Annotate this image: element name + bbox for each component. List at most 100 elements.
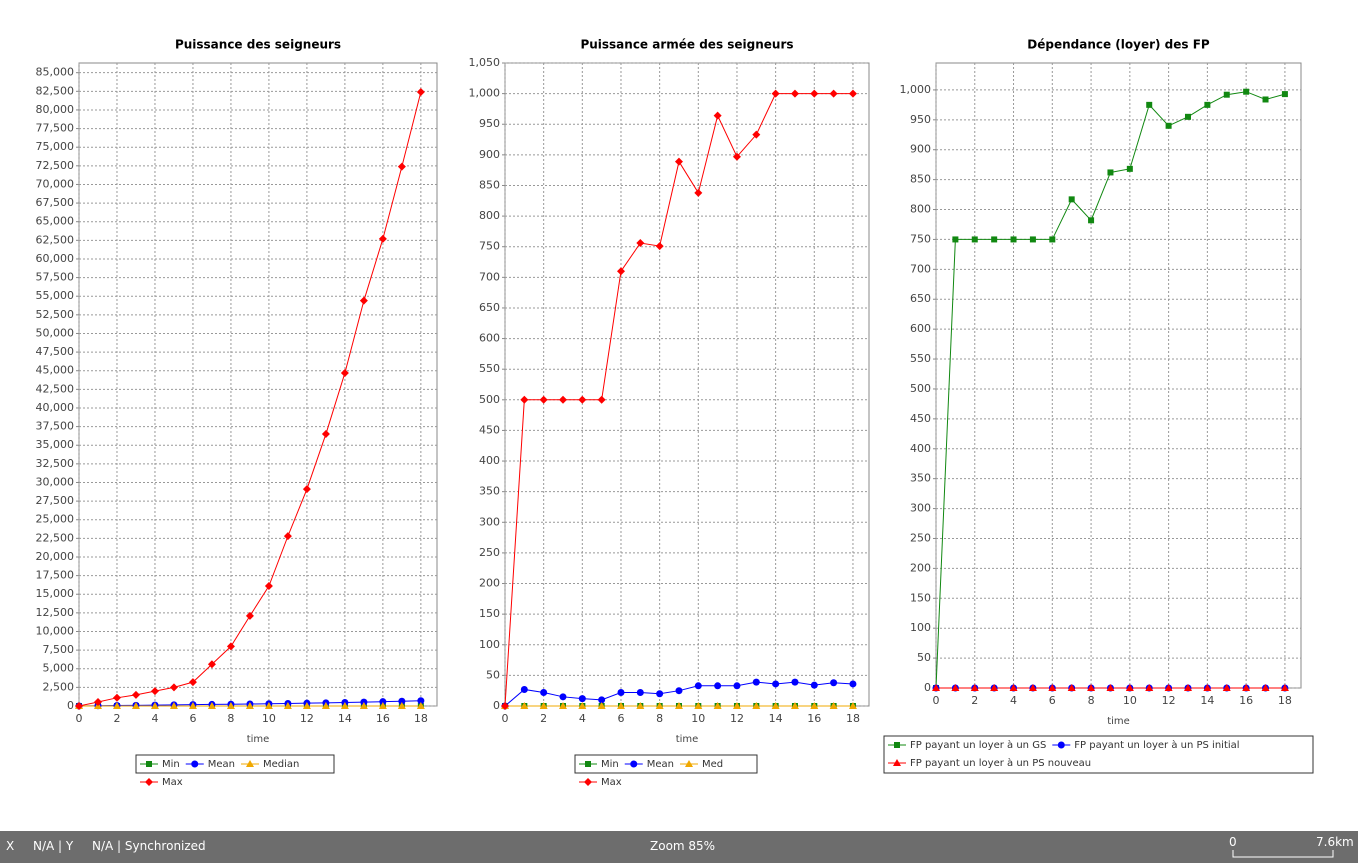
chart-title: Dépendance (loyer) des FP (1027, 38, 1210, 52)
marker (379, 698, 387, 706)
y-tick-label: 500 (910, 382, 931, 395)
marker (732, 702, 741, 709)
legend-label: Mean (647, 759, 674, 770)
marker (112, 702, 121, 709)
legend-label: Mean (208, 759, 235, 770)
marker (1010, 236, 1017, 243)
x-tick-label: 16 (1239, 694, 1253, 707)
legend-marker (894, 742, 900, 748)
marker (830, 679, 838, 687)
marker (1243, 88, 1250, 95)
x-tick-label: 10 (1123, 694, 1137, 707)
y-tick-label: 800 (479, 209, 500, 222)
plot-area (504, 62, 870, 707)
y-tick-label: 47,500 (36, 345, 75, 358)
marker (169, 683, 178, 692)
legend-label: Max (162, 777, 183, 788)
y-tick-label: 100 (479, 638, 500, 651)
marker (302, 702, 311, 709)
marker (340, 702, 349, 709)
marker (520, 395, 529, 404)
y-tick-label: 600 (910, 322, 931, 335)
y-tick-label: 250 (479, 546, 500, 559)
zoom: Zoom 85% (650, 839, 716, 853)
y-tick-label: 20,000 (36, 550, 75, 563)
y-tick-label: 200 (910, 561, 931, 574)
legend-marker (893, 759, 901, 766)
marker (971, 236, 978, 243)
marker (1145, 684, 1154, 691)
marker (93, 697, 102, 706)
plot-area (78, 62, 438, 707)
y-tick-label: 60,000 (36, 252, 75, 265)
y-tick-label: 450 (479, 423, 500, 436)
x-value: N/A | Y (33, 839, 74, 853)
y-tick-label: 400 (479, 454, 500, 467)
marker (655, 242, 664, 251)
marker (714, 682, 722, 690)
legend-item: Min (140, 759, 180, 770)
marker (520, 702, 529, 709)
y-tick-label: 42,500 (36, 382, 75, 395)
y-tick-label: 0 (924, 681, 931, 694)
x-tick-label: 8 (1088, 694, 1095, 707)
marker (75, 702, 83, 710)
y-tick-label: 550 (910, 352, 931, 365)
marker (321, 430, 330, 439)
marker (578, 702, 587, 709)
marker (616, 702, 625, 709)
marker (674, 157, 683, 166)
marker (1262, 96, 1269, 103)
marker (674, 702, 683, 709)
marker (559, 693, 567, 701)
x-tick-label: 6 (189, 712, 196, 725)
y-tick-label: 72,500 (36, 159, 75, 172)
legend-item: Median (241, 759, 299, 770)
x-tick-label: 2 (971, 694, 978, 707)
x-tick-label: 14 (769, 712, 783, 725)
marker (245, 702, 254, 709)
legend-marker (630, 760, 638, 768)
legend-label: Max (601, 777, 622, 788)
marker (359, 702, 368, 709)
y-tick-label: 37,500 (36, 420, 75, 433)
marker (991, 236, 998, 243)
marker (1028, 684, 1037, 691)
y-tick-label: 850 (910, 173, 931, 186)
marker (848, 702, 857, 709)
marker (1067, 684, 1076, 691)
marker (616, 267, 625, 276)
marker (752, 130, 761, 139)
y-tick-label: 250 (910, 531, 931, 544)
x-tick-label: 14 (1200, 694, 1214, 707)
marker (1242, 684, 1251, 691)
legend-box (574, 754, 758, 774)
y-tick-label: 15,000 (36, 587, 75, 600)
legend-label: Min (162, 759, 180, 770)
y-tick-label: 17,500 (36, 569, 75, 582)
x-tick-label: 12 (1162, 694, 1176, 707)
x-tick-label: 8 (656, 712, 663, 725)
marker (752, 702, 761, 709)
y-tick-label: 2,500 (43, 680, 75, 693)
marker (1223, 91, 1230, 98)
marker (539, 702, 548, 709)
y-tick-label: 300 (479, 515, 500, 528)
x-tick-label: 0 (502, 712, 509, 725)
marker (990, 684, 999, 691)
marker (1204, 101, 1211, 108)
x-tick-label: 4 (151, 712, 158, 725)
y-tick-label: 75,000 (36, 140, 75, 153)
y-tick-label: 700 (910, 262, 931, 275)
chart-title: Puissance armée des seigneurs (580, 38, 793, 52)
marker (359, 296, 368, 305)
marker (1029, 236, 1036, 243)
marker (951, 684, 960, 691)
x-tick-label: 4 (1010, 694, 1017, 707)
marker (849, 680, 857, 688)
marker (397, 162, 406, 171)
y-tick-label: 950 (479, 117, 500, 130)
marker (952, 236, 959, 243)
marker (810, 89, 819, 98)
y-tick-label: 500 (479, 393, 500, 406)
